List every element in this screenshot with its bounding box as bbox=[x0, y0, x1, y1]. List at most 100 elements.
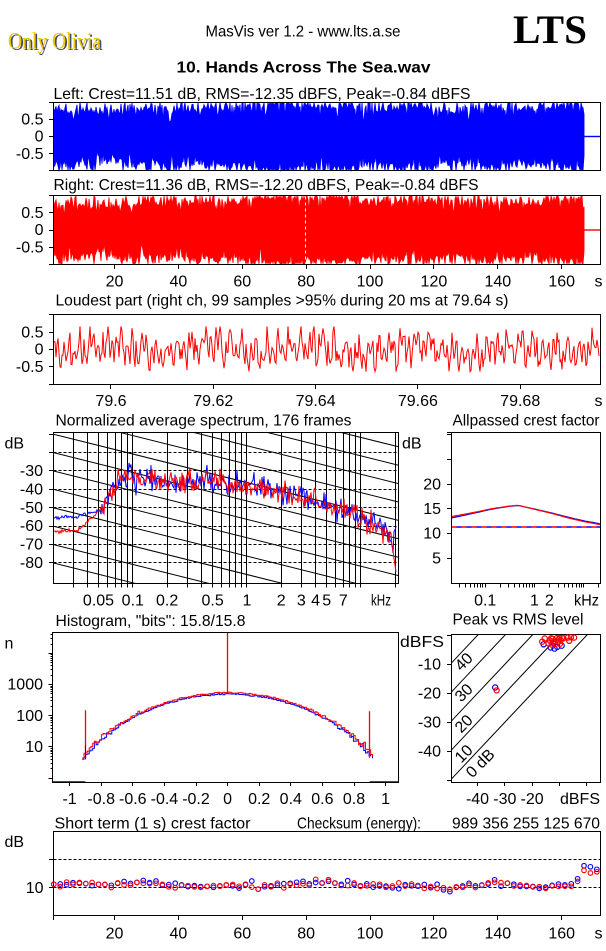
svg-text:0.2: 0.2 bbox=[248, 791, 270, 808]
svg-text:-70: -70 bbox=[20, 537, 43, 554]
svg-text:0: 0 bbox=[223, 791, 232, 808]
svg-text:40: 40 bbox=[170, 926, 188, 943]
svg-text:n: n bbox=[5, 636, 14, 653]
svg-text:4: 4 bbox=[311, 593, 320, 610]
svg-text:Normalized average spectrum, 1: Normalized average spectrum, 176 frames bbox=[56, 413, 352, 430]
svg-text:1: 1 bbox=[242, 593, 251, 610]
svg-text:-80: -80 bbox=[20, 555, 43, 572]
svg-text:Only Olivia: Only Olivia bbox=[8, 29, 101, 54]
svg-text:Loudest part (right ch, 99 sam: Loudest part (right ch, 99 samples >95% … bbox=[56, 293, 509, 310]
svg-text:100: 100 bbox=[357, 926, 384, 943]
svg-text:Allpassed crest factor: Allpassed crest factor bbox=[453, 413, 601, 430]
svg-text:3: 3 bbox=[297, 593, 306, 610]
svg-text:2: 2 bbox=[277, 593, 286, 610]
svg-text:15: 15 bbox=[423, 501, 441, 518]
svg-text:dBFS: dBFS bbox=[400, 634, 444, 651]
svg-text:-0.5: -0.5 bbox=[16, 359, 44, 376]
svg-text:5: 5 bbox=[432, 550, 441, 567]
svg-text:-30: -30 bbox=[20, 463, 43, 480]
svg-text:1: 1 bbox=[381, 791, 390, 808]
svg-text:120: 120 bbox=[421, 926, 448, 943]
svg-text:0: 0 bbox=[35, 342, 44, 359]
svg-text:79.66: 79.66 bbox=[398, 393, 438, 410]
svg-text:10. Hands Across The Sea.wav: 10. Hands Across The Sea.wav bbox=[177, 60, 431, 77]
svg-text:-60: -60 bbox=[20, 518, 43, 535]
svg-text:-10: -10 bbox=[418, 656, 441, 673]
svg-text:80: 80 bbox=[297, 274, 315, 291]
svg-text:160: 160 bbox=[548, 274, 575, 291]
svg-text:-1: -1 bbox=[62, 791, 76, 808]
svg-text:80: 80 bbox=[297, 926, 315, 943]
svg-text:-20: -20 bbox=[418, 685, 441, 702]
svg-text:0: 0 bbox=[35, 222, 44, 239]
svg-text:-0.5: -0.5 bbox=[16, 146, 44, 163]
svg-text:0.1: 0.1 bbox=[474, 593, 496, 610]
svg-text:20: 20 bbox=[423, 476, 441, 493]
svg-text:40: 40 bbox=[170, 274, 188, 291]
svg-text:0.5: 0.5 bbox=[201, 593, 223, 610]
svg-text:0.5: 0.5 bbox=[21, 112, 43, 129]
svg-text:dBFS: dBFS bbox=[560, 791, 600, 808]
svg-text:kHz: kHz bbox=[574, 593, 599, 610]
svg-text:0.2: 0.2 bbox=[156, 593, 178, 610]
svg-text:140: 140 bbox=[484, 274, 511, 291]
svg-text:989 356 255 125 670: 989 356 255 125 670 bbox=[452, 816, 600, 833]
svg-text:0.8: 0.8 bbox=[343, 791, 365, 808]
svg-text:-40: -40 bbox=[466, 791, 489, 808]
svg-text:2: 2 bbox=[545, 593, 554, 610]
svg-text:0: 0 bbox=[35, 129, 44, 146]
svg-text:0.5: 0.5 bbox=[21, 325, 43, 342]
svg-text:10: 10 bbox=[25, 739, 43, 756]
svg-text:20: 20 bbox=[106, 926, 124, 943]
svg-text:60: 60 bbox=[233, 926, 251, 943]
svg-text:79.62: 79.62 bbox=[193, 393, 233, 410]
svg-text:79.6: 79.6 bbox=[95, 393, 126, 410]
svg-text:s: s bbox=[595, 393, 603, 410]
svg-text:0.1: 0.1 bbox=[122, 593, 144, 610]
svg-text:Only Olivia: Only Olivia bbox=[10, 30, 103, 55]
svg-text:-40: -40 bbox=[418, 743, 441, 760]
svg-text:79.68: 79.68 bbox=[500, 393, 540, 410]
svg-text:MasVis ver 1.2 - www.lts.a.se: MasVis ver 1.2 - www.lts.a.se bbox=[206, 24, 401, 41]
svg-text:Peak vs RMS level: Peak vs RMS level bbox=[453, 612, 584, 629]
svg-text:100: 100 bbox=[16, 708, 43, 725]
svg-text:kHz: kHz bbox=[371, 593, 391, 610]
svg-text:-50: -50 bbox=[20, 500, 43, 517]
svg-text:Right: Crest=11.36 dB, RMS=-12: Right: Crest=11.36 dB, RMS=-12.20 dBFS, … bbox=[54, 177, 479, 194]
svg-text:0.5: 0.5 bbox=[21, 205, 43, 222]
svg-text:Checksum (energy):: Checksum (energy): bbox=[297, 816, 421, 833]
svg-text:Histogram, "bits": 15.8/15.8: Histogram, "bits": 15.8/15.8 bbox=[56, 613, 246, 630]
svg-text:7: 7 bbox=[339, 593, 348, 610]
svg-text:20: 20 bbox=[106, 274, 124, 291]
svg-text:0.6: 0.6 bbox=[311, 791, 333, 808]
svg-text:Short term (1 s) crest factor: Short term (1 s) crest factor bbox=[55, 816, 252, 833]
svg-text:LTS: LTS bbox=[513, 7, 587, 52]
svg-text:120: 120 bbox=[421, 274, 448, 291]
svg-text:-30: -30 bbox=[418, 714, 441, 731]
svg-text:60: 60 bbox=[233, 274, 251, 291]
svg-text:Left: Crest=11.51 dB, RMS=-12.: Left: Crest=11.51 dB, RMS=-12.35 dBFS, P… bbox=[54, 86, 471, 103]
svg-text:s: s bbox=[595, 274, 603, 291]
svg-text:1: 1 bbox=[530, 593, 539, 610]
svg-text:-30: -30 bbox=[493, 791, 516, 808]
svg-text:-0.2: -0.2 bbox=[182, 791, 210, 808]
svg-text:-0.4: -0.4 bbox=[151, 791, 179, 808]
svg-text:0.05: 0.05 bbox=[83, 593, 114, 610]
svg-text:100: 100 bbox=[357, 274, 384, 291]
svg-text:0.4: 0.4 bbox=[280, 791, 302, 808]
svg-text:dB: dB bbox=[5, 834, 25, 851]
svg-text:5: 5 bbox=[322, 593, 331, 610]
svg-text:-40: -40 bbox=[20, 481, 43, 498]
svg-text:-20: -20 bbox=[521, 791, 544, 808]
svg-text:-0.5: -0.5 bbox=[16, 240, 44, 257]
svg-text:140: 140 bbox=[484, 926, 511, 943]
svg-text:dB: dB bbox=[5, 436, 25, 453]
svg-text:10: 10 bbox=[26, 880, 44, 897]
svg-text:1000: 1000 bbox=[7, 677, 43, 694]
svg-text:10: 10 bbox=[423, 526, 441, 543]
svg-text:-0.6: -0.6 bbox=[119, 791, 147, 808]
svg-text:s: s bbox=[595, 926, 603, 943]
svg-text:160: 160 bbox=[548, 926, 575, 943]
svg-text:-0.8: -0.8 bbox=[87, 791, 115, 808]
svg-text:dB: dB bbox=[402, 436, 422, 453]
